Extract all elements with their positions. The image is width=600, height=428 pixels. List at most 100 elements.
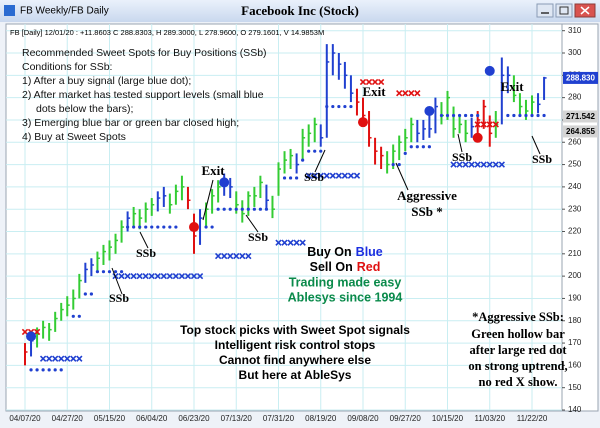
support-dot: [319, 149, 323, 153]
support-dot: [228, 207, 232, 211]
support-dot: [77, 314, 81, 318]
blue-x-marker: [39, 355, 47, 362]
support-dot: [150, 225, 154, 229]
blue-x-marker: [450, 161, 457, 168]
y-tick-label: 140: [568, 405, 582, 414]
blue-x-marker: [335, 172, 343, 179]
annotations: Recommended Sweet Spots for Buy Position…: [22, 47, 568, 389]
support-dot: [216, 207, 220, 211]
support-dot: [89, 292, 93, 296]
blue-x-marker: [124, 272, 131, 280]
y-tick-label: 200: [568, 271, 582, 280]
blue-x-marker: [172, 272, 180, 280]
chart-title: Facebook Inc (Stock): [241, 3, 359, 18]
title-bar: [0, 0, 600, 22]
sell-on-red-text: Sell On: [310, 260, 353, 274]
support-dot: [470, 113, 474, 118]
exit-label: Exit: [201, 163, 225, 178]
ssb-label: SSb: [532, 152, 552, 166]
x-tick-label: 11/22/20: [517, 414, 548, 423]
support-dot: [113, 270, 118, 274]
arrow: [314, 149, 326, 173]
arrow: [202, 179, 214, 221]
price-label-box: [563, 110, 598, 123]
support-dot: [349, 104, 353, 109]
blue-x-marker: [76, 355, 83, 362]
promo-line: Top stock picks with Sweet Spot signals: [180, 323, 410, 337]
blue-x-marker: [148, 272, 155, 280]
red-x-marker: [377, 78, 385, 86]
red-x-marker: [402, 90, 409, 97]
blue-x-marker: [166, 272, 174, 280]
blue-x-marker: [196, 272, 204, 280]
x-tick-label: 11/03/20: [474, 414, 505, 423]
support-dot: [295, 176, 299, 180]
ssb-label: SSb: [136, 246, 156, 260]
y-tick-label: 260: [568, 137, 582, 146]
blue-x-marker: [281, 239, 288, 246]
support-dot: [421, 145, 425, 149]
support-dot: [476, 113, 480, 118]
sell-on-red-color-word: Red: [357, 260, 381, 274]
info-line: FB [Daily] 12/01/20 : +11.8603 C 288.830…: [10, 28, 324, 37]
support-dot: [415, 145, 419, 149]
footnote-line: Green hollow bar: [471, 327, 565, 341]
marks: [21, 44, 547, 372]
footnote-line: no red X show.: [479, 375, 558, 389]
blue-x-marker: [227, 252, 234, 260]
red-x-marker: [365, 78, 373, 86]
blue-x-marker: [70, 355, 77, 362]
condition-line: dots below the bars);: [36, 103, 133, 115]
aggressive-label: SSb *: [411, 204, 442, 219]
blue-x-marker: [317, 172, 324, 179]
support-dot: [95, 270, 100, 274]
window-buttons[interactable]: [536, 3, 596, 18]
support-dot: [409, 145, 413, 149]
support-dot: [403, 151, 407, 156]
exit-label: Exit: [362, 84, 386, 99]
support-dot: [282, 176, 287, 180]
blue-x-marker: [160, 272, 167, 280]
blue-x-marker: [245, 252, 252, 260]
blue-x-marker: [498, 161, 505, 168]
support-dot: [427, 145, 431, 149]
arrow: [531, 135, 541, 155]
maximize-button[interactable]: [555, 3, 573, 18]
support-dot: [144, 225, 148, 229]
blue-x-marker: [474, 161, 481, 168]
sell-on-red: Sell On Red: [310, 260, 381, 274]
support-dot: [451, 113, 456, 118]
red-x-marker: [414, 90, 421, 97]
red-x-marker: [474, 121, 481, 128]
support-dot: [536, 113, 540, 118]
blue-x-marker: [287, 239, 294, 246]
support-dot: [41, 368, 45, 372]
arrows: [111, 133, 541, 295]
support-dot: [258, 207, 262, 211]
x-tick-label: 09/27/20: [390, 414, 422, 423]
ad-line: Trading made easy: [289, 275, 402, 289]
x-tick-label: 09/08/20: [347, 414, 379, 423]
buy-signal: [424, 106, 435, 117]
x-tick-label: 04/27/20: [52, 414, 84, 423]
support-dot: [439, 113, 444, 118]
support-dot: [524, 113, 528, 118]
footnote-line: *Aggressive SSb:: [472, 310, 564, 324]
support-dot: [168, 225, 172, 229]
y-tick-label: 190: [568, 294, 582, 303]
support-dot: [307, 149, 311, 153]
footnote-line: after large red dot: [469, 343, 567, 357]
blue-x-marker: [214, 252, 222, 260]
x-tick-label: 04/07/20: [9, 414, 41, 423]
minimize-button[interactable]: [536, 3, 554, 18]
blue-x-marker: [136, 272, 143, 280]
support-dot: [107, 270, 112, 274]
blue-x-marker: [468, 161, 475, 168]
red-x-marker: [492, 121, 499, 128]
promo-line: But here at AbleSys: [239, 368, 352, 382]
x-tick-label: 06/23/20: [178, 414, 210, 423]
support-dot: [47, 368, 51, 372]
support-dot: [313, 149, 317, 153]
window-title: FB Weekly/FB Daily: [20, 6, 109, 17]
